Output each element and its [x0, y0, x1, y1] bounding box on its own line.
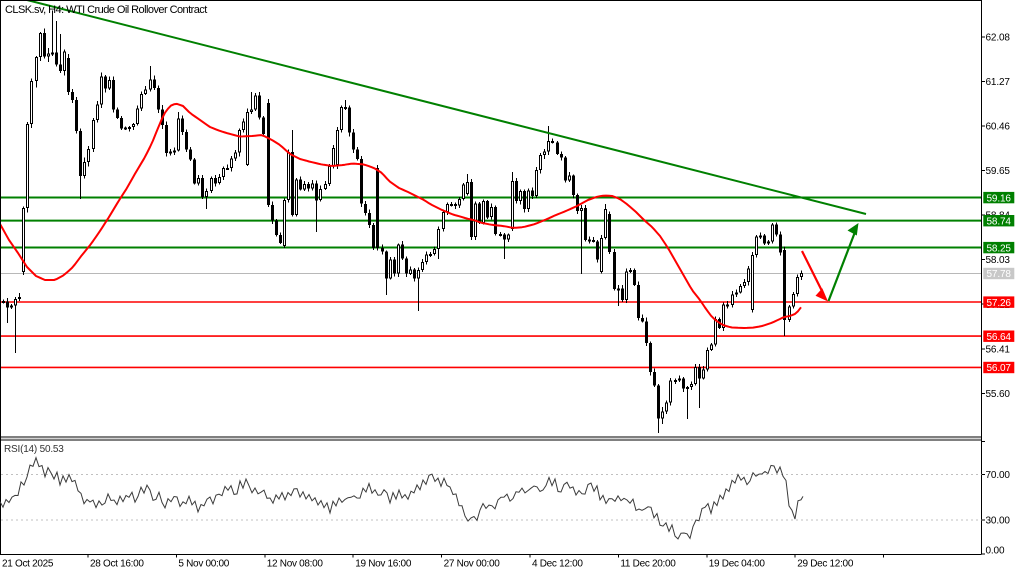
svg-text:55.60: 55.60 [986, 389, 1011, 400]
svg-text:29 Dec 12:00: 29 Dec 12:00 [797, 559, 854, 570]
svg-text:59.65: 59.65 [986, 166, 1011, 177]
svg-text:RSI(14) 50.53: RSI(14) 50.53 [4, 444, 64, 455]
svg-text:56.41: 56.41 [986, 344, 1011, 355]
svg-text:21 Oct 2025: 21 Oct 2025 [2, 559, 54, 570]
svg-text:19 Dec 04:00: 19 Dec 04:00 [709, 559, 766, 570]
svg-text:5 Nov 00:00: 5 Nov 00:00 [178, 559, 229, 570]
svg-text:58.25: 58.25 [987, 243, 1012, 254]
svg-text:56.07: 56.07 [987, 363, 1012, 374]
svg-text:57.26: 57.26 [987, 298, 1012, 309]
svg-text:12 Nov 08:00: 12 Nov 08:00 [267, 559, 324, 570]
svg-text:11 Dec 20:00: 11 Dec 20:00 [620, 559, 676, 570]
svg-text:58.03: 58.03 [986, 255, 1011, 266]
svg-text:0.00: 0.00 [986, 546, 1005, 557]
svg-text:56.64: 56.64 [987, 332, 1012, 343]
svg-text:57.78: 57.78 [987, 269, 1012, 280]
svg-text:27 Nov 00:00: 27 Nov 00:00 [444, 559, 501, 570]
svg-text:70.00: 70.00 [986, 470, 1011, 481]
svg-text:60.46: 60.46 [986, 122, 1011, 133]
svg-text:62.08: 62.08 [986, 33, 1011, 44]
svg-text:30.00: 30.00 [986, 516, 1011, 527]
svg-text:4 Dec 12:00: 4 Dec 12:00 [532, 559, 583, 570]
svg-text:58.74: 58.74 [987, 216, 1012, 227]
svg-text:19 Nov 16:00: 19 Nov 16:00 [355, 559, 412, 570]
svg-text:28 Oct 16:00: 28 Oct 16:00 [90, 559, 144, 570]
svg-text:CLSK.sv, H4: WTI Crude Oil Ro: CLSK.sv, H4: WTI Crude Oil Rollover Cont… [5, 4, 207, 16]
svg-text:61.27: 61.27 [986, 77, 1011, 88]
svg-text:59.16: 59.16 [987, 193, 1012, 204]
